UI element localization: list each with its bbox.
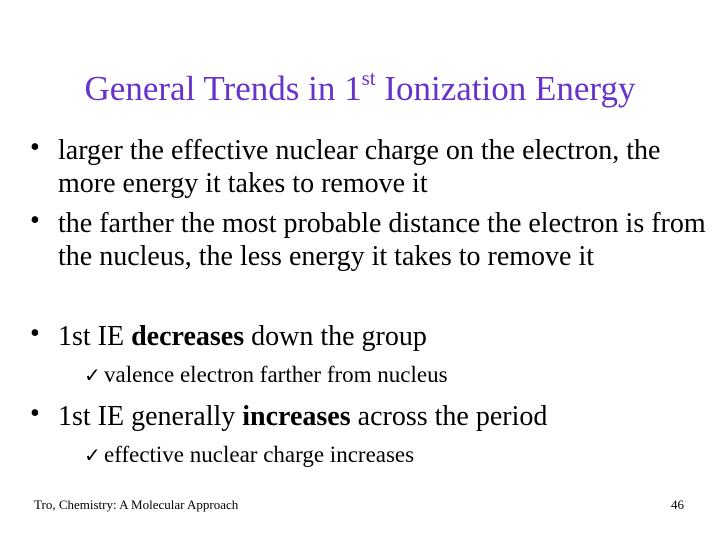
sub-bullet-2-text: effective nuclear charge increases <box>104 442 415 467</box>
page-number: 46 <box>671 497 684 512</box>
bullet-marker: • <box>30 132 40 163</box>
sub-bullet-2: ✓ effective nuclear charge increases <box>84 442 414 468</box>
bullet-text-1: larger the effective nuclear charge on t… <box>58 135 661 200</box>
bullet-text-2: the farther the most probable distance t… <box>58 208 706 273</box>
bullet-text-4: 1st IE generally increases across the pe… <box>58 400 708 433</box>
bullet-3-pre: 1st IE <box>58 321 132 352</box>
bullet-4-post: across the period <box>350 401 548 432</box>
title-superscript: st <box>361 66 376 90</box>
bullet-text-3: 1st IE decreases down the group <box>58 320 708 353</box>
bullet-3-post: down the group <box>244 321 427 352</box>
bullet-3-bold: decreases <box>131 321 245 352</box>
title-main: General Trends in 1 <box>84 69 362 108</box>
bullet-4-bold: increases <box>242 401 351 432</box>
title-rest: Ionization Energy <box>375 69 636 108</box>
page-title: General Trends in 1st Ionization Energy <box>0 68 720 109</box>
footer-citation: Tro, Chemistry: A Molecular Approach <box>34 497 239 512</box>
checkmark-icon: ✓ <box>84 443 101 467</box>
bullet-4-pre: 1st IE generally <box>58 401 243 432</box>
bullet-marker: • <box>30 318 40 349</box>
bullet-marker: • <box>30 398 40 429</box>
bullet-marker: • <box>30 205 40 236</box>
sub-bullet-1-text: valence electron farther from nucleus <box>104 362 448 387</box>
checkmark-icon: ✓ <box>84 363 101 387</box>
sub-bullet-1: ✓ valence electron farther from nucleus <box>84 362 448 388</box>
